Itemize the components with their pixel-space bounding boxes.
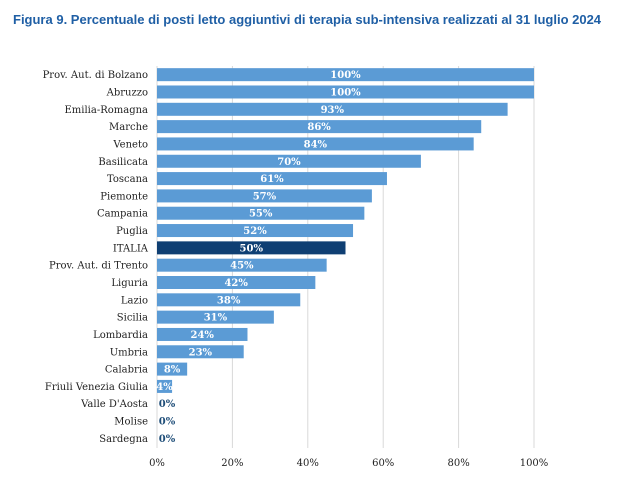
bar <box>157 345 244 359</box>
category-labels: Prov. Aut. di Bolzano Abruzzo Emilia-Romag… <box>43 70 149 445</box>
bar <box>157 293 301 307</box>
x-tick-label: 20% <box>221 458 243 469</box>
bar <box>157 327 248 341</box>
bar <box>157 102 508 116</box>
category-label: Puglia <box>116 226 148 237</box>
category-label: Lazio <box>121 295 148 306</box>
category-label: Calabria <box>105 365 148 376</box>
chart-title: Figura 9. Percentuale di posti letto agg… <box>13 12 602 27</box>
bar <box>157 258 327 272</box>
data-label: 0% <box>159 417 176 428</box>
bar <box>157 189 372 203</box>
x-tick-labels: 0% 20% 40% 60% 80% 100% <box>149 458 548 469</box>
data-label: 42% <box>224 278 248 289</box>
bar <box>157 172 387 186</box>
data-label: 52% <box>243 226 267 237</box>
data-label: 23% <box>189 347 213 358</box>
category-label: Valle D'Aosta <box>80 399 148 410</box>
bar <box>157 224 354 238</box>
bar <box>157 85 534 99</box>
x-tick-label: 100% <box>520 458 549 469</box>
category-label: Umbria <box>110 347 148 358</box>
x-tick-label: 0% <box>149 458 165 469</box>
data-label: 4% <box>156 382 173 393</box>
bar <box>157 120 482 134</box>
data-label: 93% <box>321 105 345 116</box>
category-label: Lombardia <box>93 330 148 341</box>
data-label: 0% <box>159 399 176 410</box>
category-label: Piemonte <box>100 191 148 202</box>
category-label: Sicilia <box>117 313 148 324</box>
category-label: Molise <box>114 417 148 428</box>
data-label: 24% <box>191 330 215 341</box>
data-label: 38% <box>217 295 241 306</box>
x-tick-label: 40% <box>297 458 319 469</box>
data-label: 0% <box>159 434 176 445</box>
category-label: Abruzzo <box>106 87 148 98</box>
x-tick-label: 80% <box>447 458 469 469</box>
x-tick-label: 60% <box>372 458 394 469</box>
category-label: ITALIA <box>113 243 149 254</box>
category-label: Emilia-Romagna <box>64 105 148 116</box>
data-label: 50% <box>240 243 264 254</box>
data-label: 100% <box>330 87 361 98</box>
data-label: 8% <box>164 365 181 376</box>
bar <box>157 379 173 393</box>
category-label: Liguria <box>111 278 148 289</box>
data-label: 45% <box>230 261 254 272</box>
bar <box>157 276 316 289</box>
bars <box>157 68 534 393</box>
data-label: 84% <box>304 139 328 150</box>
category-label: Basilicata <box>98 157 148 168</box>
category-label: Prov. Aut. di Trento <box>49 261 148 272</box>
bar <box>157 241 346 255</box>
data-label: 100% <box>330 70 361 81</box>
bar <box>157 137 474 151</box>
category-label: Friuli Venezia Giulia <box>45 382 148 393</box>
category-label: Sardegna <box>99 434 148 445</box>
bar <box>157 68 534 82</box>
category-label: Campania <box>97 209 148 220</box>
data-labels: 100% 100% 93% 86% 84%70% 61% 57% 55% 52% 50% 45% 42… <box>156 70 361 445</box>
bar <box>157 310 274 324</box>
data-label: 31% <box>204 313 228 324</box>
data-label: 61% <box>260 174 284 185</box>
data-label: 55% <box>249 209 273 220</box>
category-label: Prov. Aut. di Bolzano <box>43 70 148 81</box>
category-label: Marche <box>109 122 148 133</box>
bar <box>157 154 421 168</box>
bar <box>157 206 365 220</box>
data-label: 57% <box>253 191 277 202</box>
category-label: Toscana <box>107 174 148 185</box>
data-label: 86% <box>307 122 331 133</box>
category-label: Veneto <box>112 139 148 150</box>
data-label: 70% <box>277 157 301 168</box>
bar <box>157 362 188 376</box>
